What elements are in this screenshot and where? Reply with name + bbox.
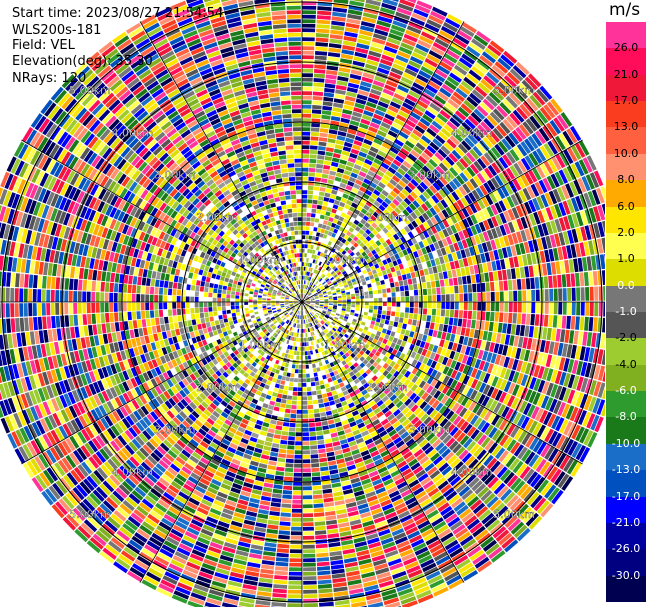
colorbar-tick-label: 21.0 [613, 67, 639, 81]
colorbar-tick-label: 13.0 [613, 120, 639, 134]
range-rings [0, 0, 605, 607]
velocity-gates [0, 0, 594, 607]
colorbar-tick-label: 6.0 [617, 199, 635, 213]
range-ring [61, 61, 543, 543]
range-ring-label: 1.00km [239, 338, 281, 351]
colorbar-tick-label: -21.0 [611, 515, 641, 529]
range-ring [1, 1, 603, 603]
colorbar-segment [606, 496, 646, 524]
velocity-gates [0, 0, 605, 607]
colorbar-segment [606, 259, 646, 287]
range-ring-label: 4.00km [451, 466, 493, 479]
colorbar-segment [606, 391, 646, 418]
range-ring-label: 1.00km [239, 254, 281, 267]
range-ring-label: 2.00km [196, 211, 238, 224]
range-ring-label: 2.00km [366, 381, 408, 394]
range-ring-label: 3.00km [409, 169, 451, 182]
range-ring-labels: 1.00km 1.00km 1.00km 1.00km 2.00km 2.00km 2.00… [69, 84, 535, 521]
colorbar-segment [606, 575, 646, 603]
colorbar-tick-label: -10.0 [611, 436, 641, 450]
colorbar-tick-label: 2.0 [617, 225, 635, 239]
colorbar-tick-label: -17.0 [611, 489, 641, 503]
colorbar-tick-label: 0.0 [617, 278, 635, 292]
azimuth-spoke [21, 301, 303, 465]
colorbar-tick-label: -4.0 [615, 357, 637, 371]
colorbar-tick-label: 17.0 [613, 94, 639, 108]
range-ring-label: 4.00km [112, 126, 154, 139]
range-ring-label: 4.00km [112, 466, 154, 479]
velocity-gates [0, 7, 604, 598]
colorbar-segment [606, 312, 646, 339]
colorbar-segment [606, 22, 646, 49]
range-ring-label: 1.00km [324, 338, 366, 351]
azimuth-spoke [21, 139, 303, 303]
range-ring [241, 241, 363, 363]
velocity-gates [1, 0, 605, 596]
colorbar-segment [606, 549, 646, 577]
nrays-label: NRays: 120 [12, 71, 87, 86]
range-ring-label: 2.00km [366, 211, 408, 224]
colorbar-segment [606, 74, 646, 102]
colorbar-segment [606, 127, 646, 155]
colorbar-segment [606, 206, 646, 234]
velocity-gates [0, 0, 605, 607]
colorbar-segment [606, 180, 646, 208]
instrument-label: WLS200s-181 [12, 23, 102, 38]
range-ring [181, 181, 423, 423]
azimuth-spoke [301, 301, 583, 465]
velocity-gates [150, 154, 453, 451]
colorbar-tick-label: 8.0 [617, 173, 635, 187]
velocity-gates [157, 153, 455, 444]
colorbar-segment [606, 522, 646, 550]
colorbar-segment [606, 48, 646, 76]
colorbar-segment [606, 153, 646, 181]
velocity-gates [156, 159, 455, 455]
colorbar-tick-label: 26.0 [613, 41, 639, 55]
azimuth-spoke [301, 139, 583, 303]
field-label: Field: VEL [12, 38, 75, 53]
range-ring-label: 4.00km [451, 126, 493, 139]
colorbar-segment [606, 364, 646, 392]
range-ring [121, 121, 483, 483]
colorbar-tick-label: -1.0 [615, 305, 637, 318]
colorbar-tick-label: -26.0 [611, 542, 641, 556]
colorbar-segment [606, 443, 646, 471]
azimuth-spoke [301, 21, 465, 303]
start-time-label: Start time: 2023/08/27 21:54:54 [12, 6, 224, 21]
colorbar-segment [606, 232, 646, 260]
range-ring-label: 5.00km [493, 84, 535, 97]
colorbar-segment [606, 101, 646, 128]
range-ring-label: 3.00km [409, 423, 451, 436]
azimuth-spoke [139, 21, 303, 303]
azimuth-spoke [139, 301, 303, 583]
colorbar-tick-label: -2.0 [615, 331, 637, 345]
azimuth-spoke [301, 301, 465, 583]
colorbar-segment [606, 417, 646, 445]
range-ring-label: 3.00km [154, 423, 196, 436]
range-ring-label: 5.00km [69, 84, 111, 97]
range-ring-label: 5.00km [69, 508, 111, 521]
colorbar-unit: m/s [609, 0, 641, 20]
colorbar-tick-label: -8.0 [615, 410, 637, 424]
range-ring-label: 3.00km [154, 169, 196, 182]
range-ring-label: 5.00km [493, 508, 535, 521]
colorbar-segment [606, 470, 646, 498]
colorbar-tick-label: 1.0 [617, 252, 635, 266]
velocity-gates [0, 0, 605, 603]
range-ring-label: 1.00km [324, 254, 366, 267]
colorbar-tick-label: 10.0 [613, 146, 639, 160]
colorbar-segment [606, 338, 646, 366]
ppi-rays [0, 0, 605, 607]
elevation-label: Elevation(deg): 35.30 [12, 54, 153, 69]
colorbar-tick-label: -6.0 [615, 384, 637, 398]
colorbar: 26.0 21.0 17.0 13.0 10.0 8.0 6.0 2.0 1.0 0.0 -1.0 -… [606, 22, 646, 603]
colorbar-segment [606, 285, 646, 313]
ppi-plot: 1.00km 1.00km 1.00km 1.00km 2.00km 2.00km 2.00… [0, 0, 605, 607]
colorbar-tick-label: -13.0 [611, 463, 641, 477]
range-ring-label: 2.00km [196, 381, 238, 394]
colorbar-tick-label: -30.0 [611, 568, 641, 582]
velocity-gates [17, 4, 592, 604]
